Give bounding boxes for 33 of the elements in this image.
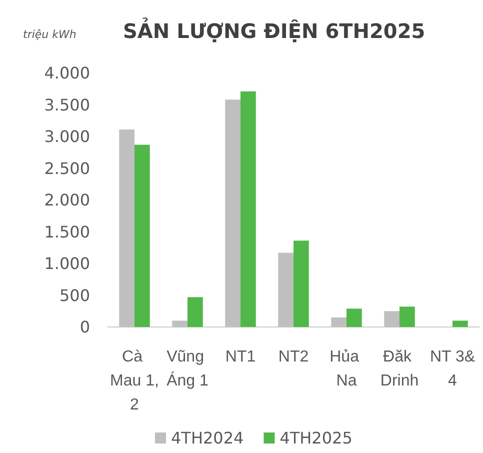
bar xyxy=(384,311,400,327)
bar xyxy=(400,306,415,327)
x-tick-label: Đăk Drinh xyxy=(380,348,419,390)
bar xyxy=(278,252,294,327)
y-tick-label: 0 xyxy=(80,318,90,336)
bar xyxy=(452,320,468,327)
bar xyxy=(134,144,150,327)
bar xyxy=(188,297,203,327)
chart-title: SẢN LƯỢNG ĐIỆN 6TH2025 xyxy=(123,17,426,43)
bar xyxy=(119,130,134,327)
x-tick-label: NT 3&4 xyxy=(430,348,476,390)
y-tick-label: 2.500 xyxy=(44,158,90,178)
y-tick-label: 3.000 xyxy=(44,127,90,146)
bar xyxy=(294,240,309,327)
x-tick-label: NT1 xyxy=(225,348,256,366)
y-tick-label: 1.500 xyxy=(44,222,90,242)
bar xyxy=(225,100,240,327)
legend-label: 4TH2025 xyxy=(280,428,352,448)
x-tick-label: Hủa Na xyxy=(330,348,364,390)
y-tick-label: 500 xyxy=(59,286,90,305)
y-axis-title: triệu kWh xyxy=(23,28,76,41)
y-tick-label: 2.000 xyxy=(44,190,90,210)
bar xyxy=(240,91,256,327)
y-tick-label: 3.500 xyxy=(44,95,90,114)
bar xyxy=(346,308,362,327)
y-tick-label: 4.000 xyxy=(44,64,90,82)
bar xyxy=(331,317,346,327)
legend-label: 4TH2024 xyxy=(171,428,244,448)
y-tick-label: 1.000 xyxy=(44,254,90,273)
x-tick-label: Cà Mau 1,2 xyxy=(110,348,159,414)
x-tick-label: Vũng Áng 1 xyxy=(166,348,209,390)
bar xyxy=(172,320,188,327)
x-tick-label: NT2 xyxy=(278,348,309,366)
